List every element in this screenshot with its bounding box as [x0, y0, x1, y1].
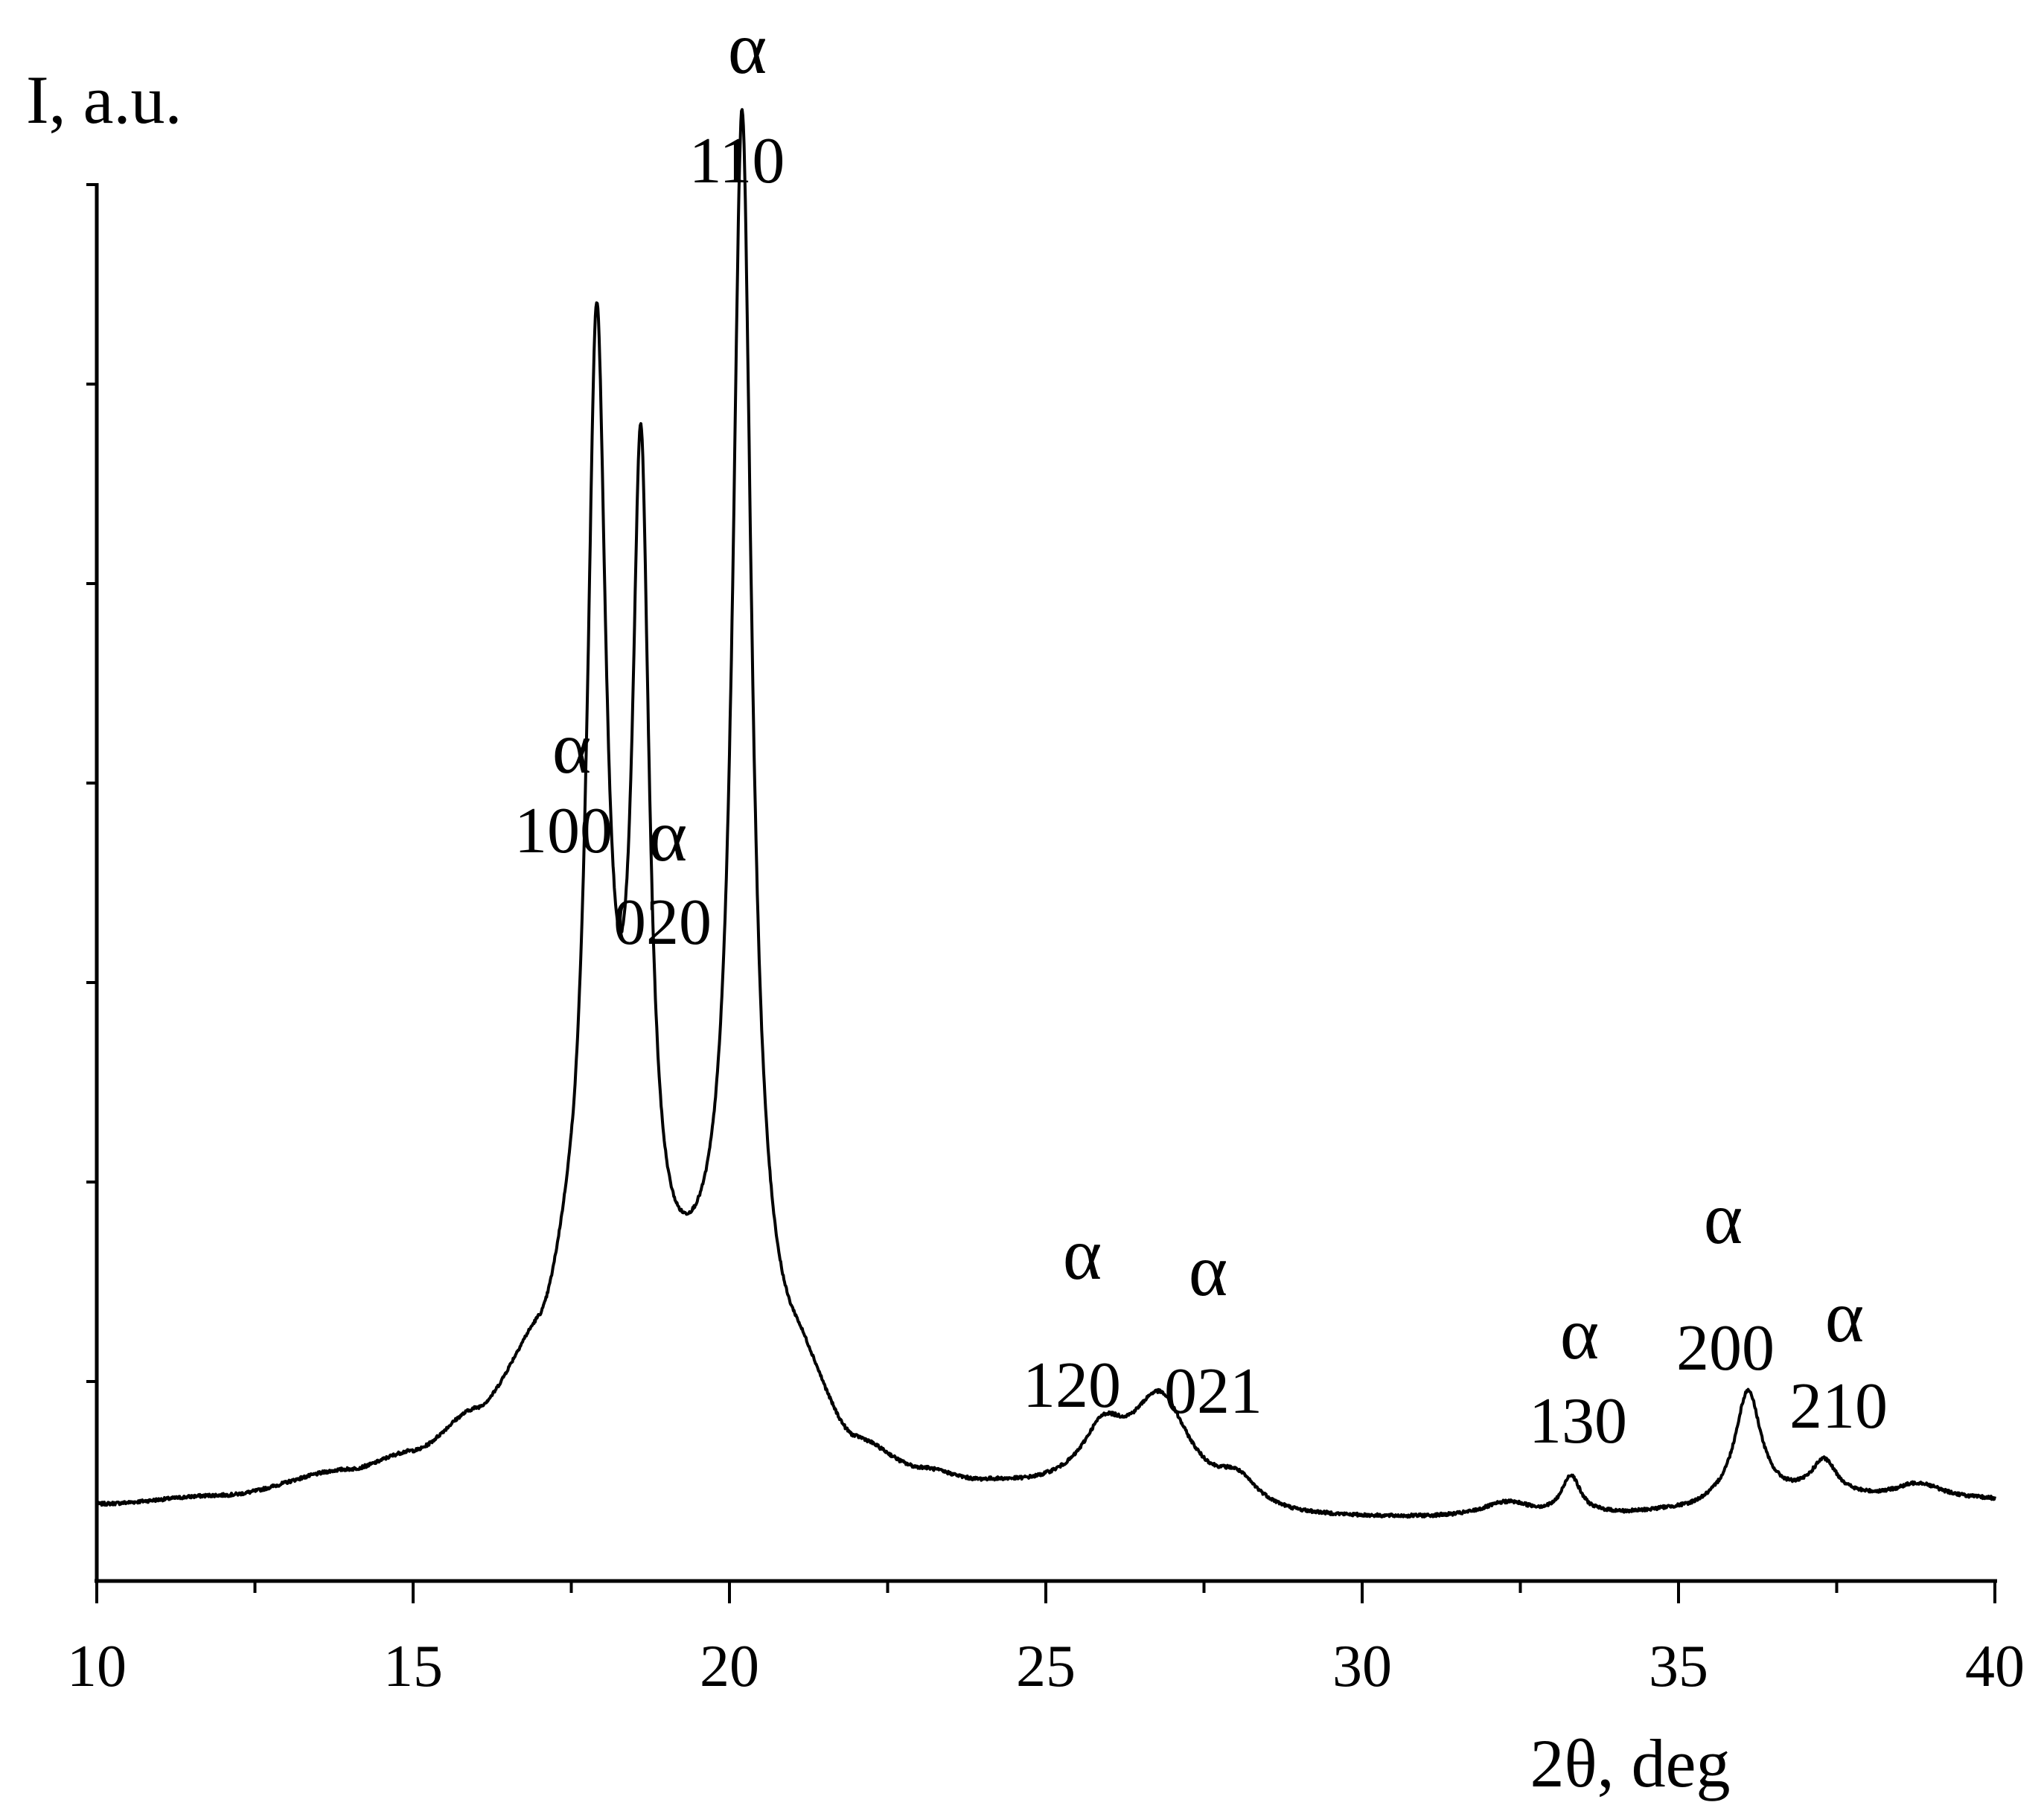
x-tick-label: 15	[383, 1634, 443, 1699]
x-tick-labels: 10 15 20 25 30 35 40	[67, 1634, 2025, 1699]
peak-alpha-symbol: α	[728, 7, 767, 89]
peak-hkl-label: 210	[1789, 1370, 1888, 1443]
peak-alpha-symbol: α	[1189, 1229, 1227, 1312]
peak-annotation-210: α 210	[1789, 1275, 1888, 1443]
peak-hkl-label: 100	[514, 795, 613, 867]
peak-annotation-100: α 100	[514, 706, 613, 867]
x-tick-label: 25	[1016, 1634, 1076, 1699]
peak-hkl-label: 021	[1164, 1355, 1262, 1428]
x-tick-label: 20	[700, 1634, 759, 1699]
peak-hkl-label: 120	[1023, 1350, 1121, 1422]
peak-annotation-200: α 200	[1676, 1177, 1775, 1384]
peak-hkl-label: 110	[689, 125, 785, 197]
peak-annotation-120: α 120	[1023, 1213, 1121, 1422]
x-tick-label: 10	[67, 1634, 127, 1699]
y-axis-title: I, a.u.	[26, 62, 182, 138]
peak-alpha-symbol: α	[552, 706, 591, 789]
peak-annotation-021: α 021	[1164, 1229, 1262, 1428]
peak-hkl-label: 020	[613, 887, 712, 959]
y-ticks	[86, 183, 97, 1383]
peak-hkl-label: 200	[1676, 1312, 1775, 1384]
peak-annotation-110: α 110	[689, 7, 785, 197]
x-ticks	[95, 1581, 1996, 1603]
peak-alpha-symbol: α	[1063, 1213, 1102, 1295]
peak-annotation-130: α 130	[1529, 1292, 1627, 1457]
xrd-pattern-line	[95, 108, 1996, 1519]
peak-alpha-symbol: α	[648, 794, 687, 877]
x-tick-label: 30	[1332, 1634, 1392, 1699]
peak-alpha-symbol: α	[1560, 1292, 1599, 1375]
peak-annotation-020: α 020	[613, 794, 712, 959]
peak-alpha-symbol: α	[1825, 1275, 1864, 1358]
x-tick-label: 35	[1649, 1634, 1708, 1699]
x-axis-title: 2θ, deg	[1530, 1725, 1731, 1801]
peak-hkl-label: 130	[1529, 1385, 1627, 1457]
x-tick-label: 40	[1965, 1634, 2025, 1699]
peak-alpha-symbol: α	[1704, 1177, 1743, 1259]
